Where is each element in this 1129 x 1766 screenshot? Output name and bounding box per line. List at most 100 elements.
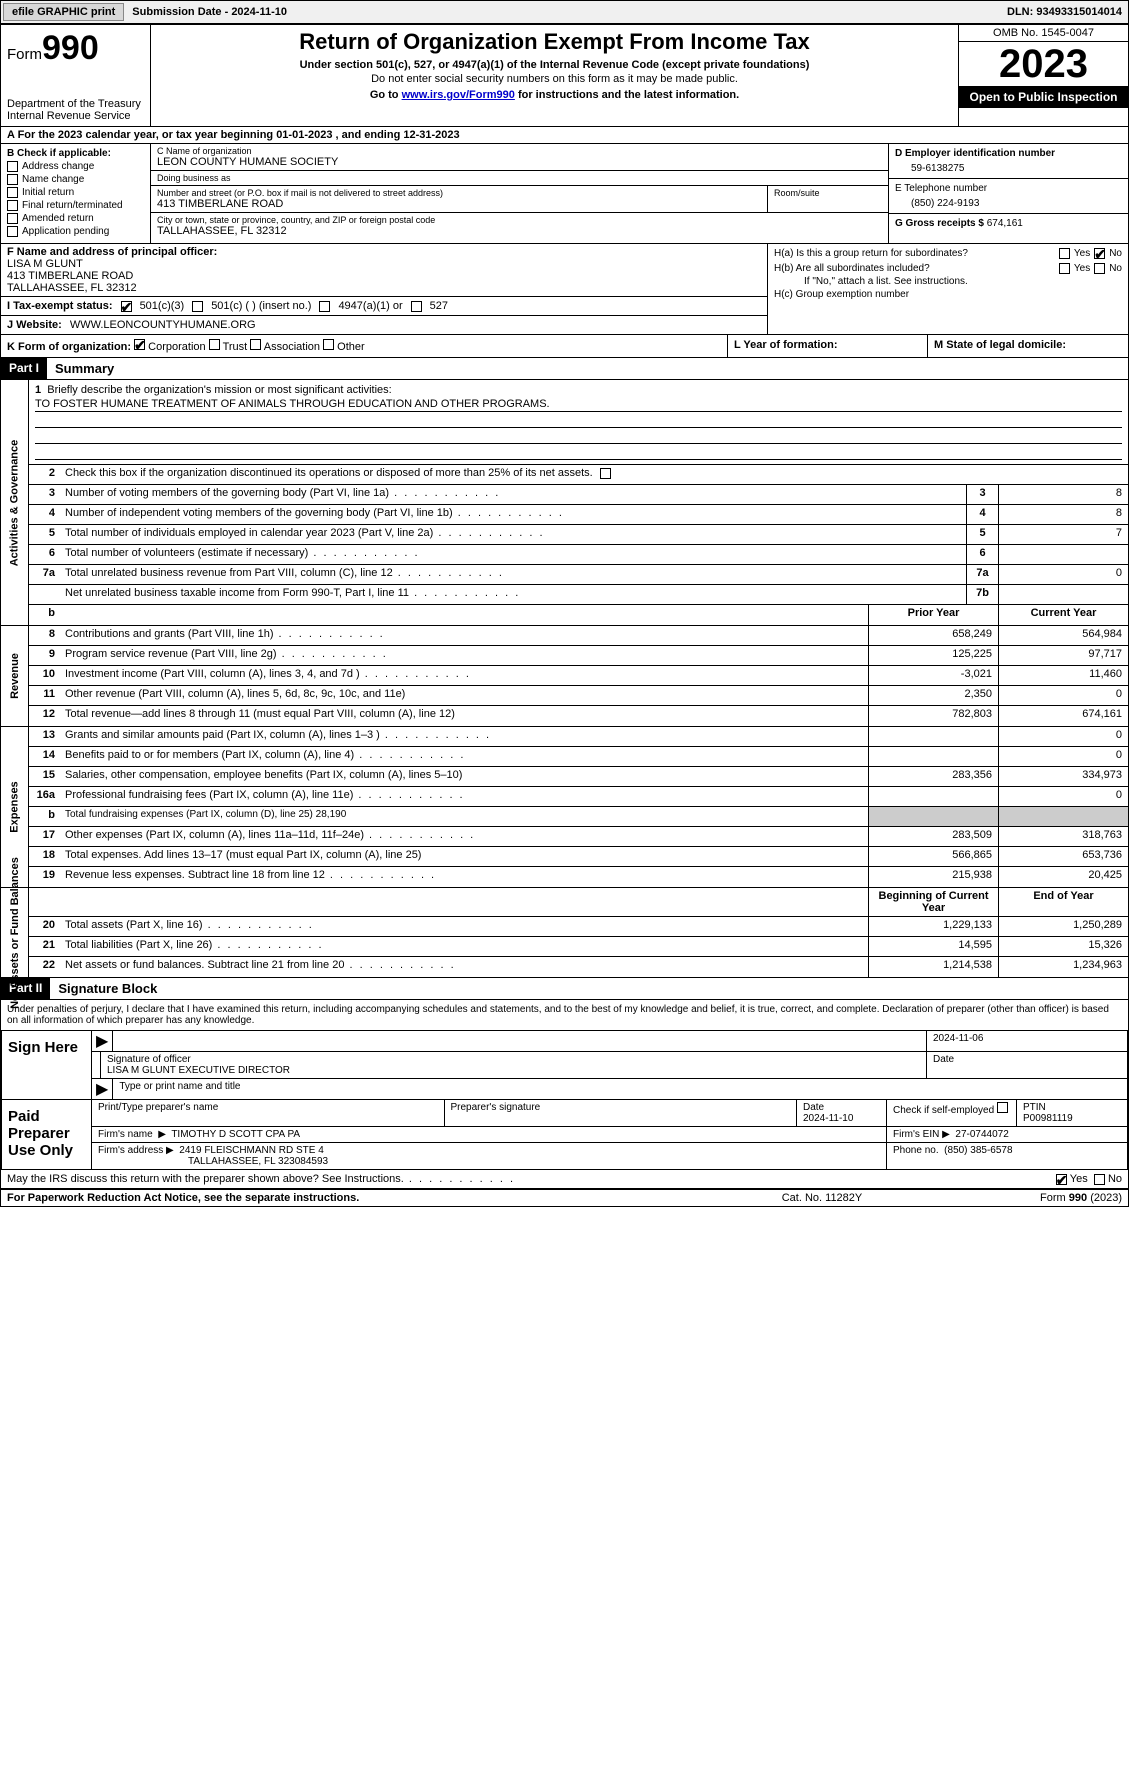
lbl-501c: 501(c) ( ) (insert no.) <box>211 300 311 312</box>
lbl-association: Association <box>264 341 320 353</box>
website-label: J Website: <box>7 319 62 331</box>
form-header: Form990 Department of the Treasury Inter… <box>1 25 1128 127</box>
discuss-row: May the IRS discuss this return with the… <box>1 1170 1128 1189</box>
chk-corporation[interactable] <box>134 339 145 350</box>
mission-blank-2 <box>35 430 1122 444</box>
line10-curr: 11,460 <box>998 666 1128 685</box>
line15-curr: 334,973 <box>998 767 1128 786</box>
line7b-box: 7b <box>966 585 998 604</box>
irs-label: Internal Revenue Service <box>7 110 144 122</box>
chk-association[interactable] <box>250 339 261 350</box>
arrow-icon: ▶ <box>92 1031 113 1051</box>
lbl-corporation: Corporation <box>148 341 205 353</box>
chk-application-pending[interactable] <box>7 226 18 237</box>
firm-ein-label: Firm's EIN <box>893 1129 939 1140</box>
col-b-checkboxes: B Check if applicable: Address change Na… <box>1 144 151 243</box>
section-revenue: Revenue 8Contributions and grants (Part … <box>1 626 1128 727</box>
chk-ha-yes[interactable] <box>1059 248 1070 259</box>
officer-name: LISA M GLUNT <box>7 258 761 270</box>
lbl-discuss-no: No <box>1108 1173 1122 1185</box>
topbar: efile GRAPHIC print Submission Date - 20… <box>0 0 1129 24</box>
line7a-val: 0 <box>998 565 1128 584</box>
chk-discuss-yes[interactable] <box>1056 1174 1067 1185</box>
section-netassets: Net Assets or Fund Balances Beginning of… <box>1 888 1128 978</box>
chk-self-employed[interactable] <box>997 1102 1008 1113</box>
firm-addr1: 2419 FLEISCHMANN RD STE 4 <box>179 1145 324 1156</box>
line7a-desc: Total unrelated business revenue from Pa… <box>61 565 966 584</box>
gross-label: G Gross receipts $ <box>895 218 987 229</box>
chk-final-return[interactable] <box>7 200 18 211</box>
chk-amended-return[interactable] <box>7 213 18 224</box>
arrow-icon-3: ▶ <box>92 1079 113 1099</box>
irs-link[interactable]: www.irs.gov/Form990 <box>402 89 515 101</box>
chk-4947[interactable] <box>319 301 330 312</box>
room-label: Room/suite <box>774 188 882 198</box>
chk-other[interactable] <box>323 339 334 350</box>
omb-number: OMB No. 1545-0047 <box>959 25 1128 42</box>
sig-officer-value: LISA M GLUNT EXECUTIVE DIRECTOR <box>107 1065 920 1076</box>
chk-trust[interactable] <box>209 339 220 350</box>
vlabel-netassets: Net Assets or Fund Balances <box>9 857 21 1009</box>
line6-desc: Total number of volunteers (estimate if … <box>61 545 966 564</box>
chk-527[interactable] <box>411 301 422 312</box>
chk-line2[interactable] <box>600 468 611 479</box>
line17-curr: 318,763 <box>998 827 1128 846</box>
line9-desc: Program service revenue (Part VIII, line… <box>61 646 868 665</box>
firm-phone-value: (850) 385-6578 <box>944 1145 1012 1156</box>
footer-right: Form 990 (2023) <box>922 1192 1122 1204</box>
line22-end: 1,234,963 <box>998 957 1128 977</box>
city-value: TALLAHASSEE, FL 32312 <box>157 225 882 237</box>
page-footer: For Paperwork Reduction Act Notice, see … <box>1 1189 1128 1206</box>
penalties-text: Under penalties of perjury, I declare th… <box>1 1000 1128 1031</box>
line21-end: 15,326 <box>998 937 1128 956</box>
state-domicile-label: M State of legal domicile: <box>934 339 1066 351</box>
chk-name-change[interactable] <box>7 174 18 185</box>
line8-desc: Contributions and grants (Part VIII, lin… <box>61 626 868 645</box>
firm-phone-label: Phone no. <box>893 1145 939 1156</box>
firm-addr2: TALLAHASSEE, FL 323084593 <box>98 1156 328 1167</box>
line16b-prior <box>868 807 998 826</box>
efile-print-button[interactable]: efile GRAPHIC print <box>3 3 124 21</box>
sign-here-block: Sign Here ▶ 2024-11-06 Signature of offi… <box>1 1031 1128 1100</box>
lbl-other: Other <box>337 341 365 353</box>
line15-prior: 283,356 <box>868 767 998 786</box>
paid-preparer-block: Paid Preparer Use Only Print/Type prepar… <box>1 1100 1128 1170</box>
lbl-4947: 4947(a)(1) or <box>338 300 402 312</box>
sig-officer-label: Signature of officer <box>107 1054 920 1065</box>
vlabel-revenue: Revenue <box>9 653 21 699</box>
col-b-header: B Check if applicable: <box>7 148 144 159</box>
chk-discuss-no[interactable] <box>1094 1174 1105 1185</box>
lbl-501c3: 501(c)(3) <box>140 300 185 312</box>
lbl-yes: Yes <box>1074 248 1090 259</box>
lbl-application-pending: Application pending <box>22 226 109 237</box>
line13-desc: Grants and similar amounts paid (Part IX… <box>61 727 868 746</box>
chk-ha-no[interactable] <box>1094 248 1105 259</box>
row-klm: K Form of organization: Corporation Trus… <box>1 335 1128 358</box>
line12-curr: 674,161 <box>998 706 1128 726</box>
lbl-discuss-yes: Yes <box>1070 1173 1088 1185</box>
chk-initial-return[interactable] <box>7 187 18 198</box>
prep-name-label: Print/Type preparer's name <box>92 1100 445 1126</box>
firm-ein-value: 27-0744072 <box>955 1129 1008 1140</box>
gross-value: 674,161 <box>987 218 1023 229</box>
chk-501c3[interactable] <box>121 301 132 312</box>
row-f-h: F Name and address of principal officer:… <box>1 244 1128 335</box>
lbl-initial-return: Initial return <box>22 187 74 198</box>
chk-501c[interactable] <box>192 301 203 312</box>
line19-prior: 215,938 <box>868 867 998 887</box>
line19-desc: Revenue less expenses. Subtract line 18 … <box>61 867 868 887</box>
chk-address-change[interactable] <box>7 161 18 172</box>
line13-curr: 0 <box>998 727 1128 746</box>
open-public-inspection: Open to Public Inspection <box>959 86 1128 108</box>
chk-hb-yes[interactable] <box>1059 263 1070 274</box>
form-prefix: Form <box>7 46 42 63</box>
sig-date-value: 2024-11-06 <box>927 1031 1127 1051</box>
part2-title: Signature Block <box>50 978 165 999</box>
ptin-label: PTIN <box>1023 1102 1121 1113</box>
chk-hb-no[interactable] <box>1094 263 1105 274</box>
street-label: Number and street (or P.O. box if mail i… <box>157 188 761 198</box>
line16b-curr <box>998 807 1128 826</box>
col-end-hdr: End of Year <box>998 888 1128 916</box>
lbl-no: No <box>1109 248 1122 259</box>
ptin-value: P00981119 <box>1023 1113 1121 1124</box>
